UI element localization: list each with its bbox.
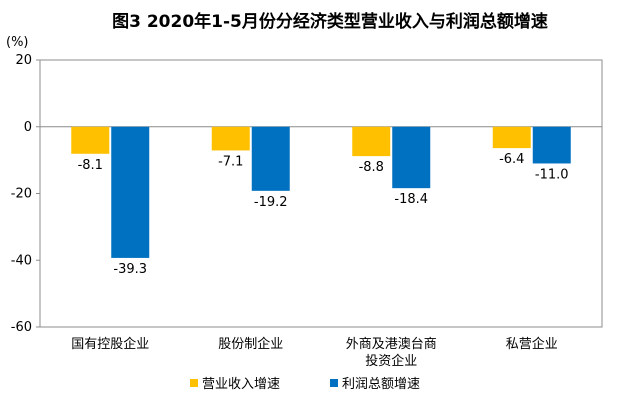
- x-category-label: 投资企业: [365, 353, 417, 369]
- x-category-label: 股份制企业: [218, 336, 283, 352]
- legend-label: 利润总额增速: [342, 377, 420, 392]
- bar-profit-3: [532, 126, 571, 164]
- x-category-label: 国有控股企业: [71, 336, 149, 352]
- legend-label: 营业收入增速: [202, 377, 280, 392]
- data-label-revenue-2: -8.8: [359, 160, 384, 175]
- y-axis-unit-label: (%): [6, 35, 29, 50]
- y-tick-label: -60: [11, 320, 32, 335]
- bar-revenue-2: [352, 126, 391, 157]
- chart-legend: 营业收入增速 利润总额增速: [190, 377, 420, 392]
- data-label-revenue-3: -6.4: [499, 152, 524, 167]
- data-label-revenue-0: -8.1: [78, 158, 103, 173]
- chart-bars: [71, 126, 571, 258]
- y-tick-label: 20: [15, 53, 32, 68]
- data-label-revenue-1: -7.1: [218, 154, 243, 169]
- legend-swatch: [190, 379, 198, 387]
- data-label-profit-3: -11.0: [535, 167, 569, 182]
- data-label-profit-1: -19.2: [254, 195, 288, 210]
- bar-revenue-1: [211, 126, 250, 151]
- y-tick-label: -40: [11, 253, 32, 268]
- data-label-profit-0: -39.3: [113, 262, 147, 277]
- bar-profit-1: [251, 126, 290, 191]
- chart-title: 图3 2020年1-5月份分经济类型营业收入与利润总额增速: [112, 11, 548, 32]
- bar-profit-0: [111, 126, 150, 258]
- bar-profit-2: [392, 126, 431, 189]
- y-tick-label: -20: [11, 187, 32, 202]
- bar-revenue-0: [71, 126, 110, 154]
- chart-data-labels: -8.1 -39.3 -7.1 -19.2 -8.8 -18.4 -6.4 -11.0: [78, 152, 569, 277]
- x-category-label: 外商及港澳台商: [346, 336, 437, 352]
- y-tick-label: 0: [24, 120, 32, 135]
- legend-swatch: [330, 379, 338, 387]
- data-label-profit-2: -18.4: [394, 192, 428, 207]
- x-category-label: 私营企业: [506, 336, 558, 352]
- bar-revenue-3: [492, 126, 531, 149]
